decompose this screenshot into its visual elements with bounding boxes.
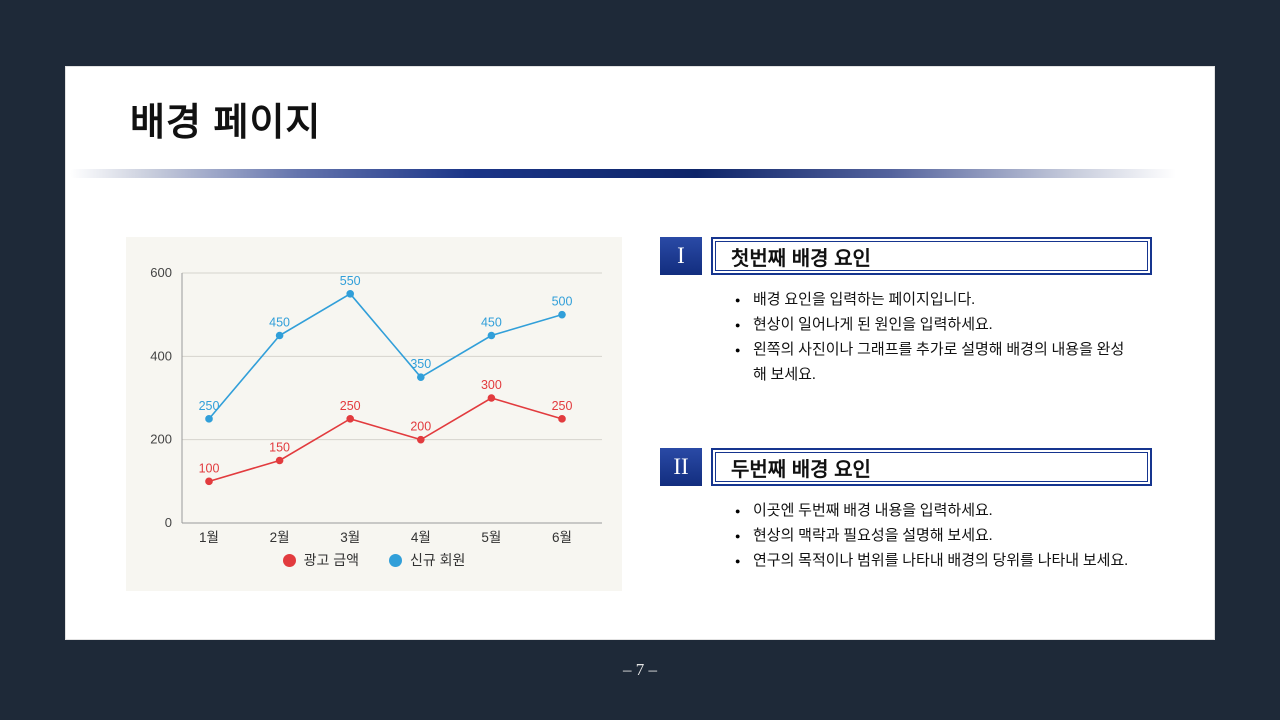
data-point-label: 250 [552,399,573,413]
data-point [558,310,566,319]
data-point-label: 500 [552,295,573,309]
data-point [205,415,213,423]
series-line [208,292,563,420]
legend-item: 신규 회원 [389,550,465,570]
section-2-title-box: 두번째 배경 요인 [711,448,1152,486]
slide-title: 배경 페이지 [130,102,322,144]
section-2-header: II 두번째 배경 요인 [660,448,1152,486]
line-chart-svg: 0 200 400 600 1월 2월 3월 4월 5월 6월 100 150 250 200 300 250… [150,265,602,545]
data-point-label: 150 [269,441,290,455]
section-2-title: 두번째 배경 요인 [731,458,871,481]
y-tick-label: 200 [150,432,172,447]
title-divider-bar [70,169,1210,178]
data-point-label: 250 [199,399,220,413]
content-column: I 첫번째 배경 요인 배경 요인을 입력하는 페이지입니다. 현상이 일어나게… [660,237,1152,574]
data-point-label: 200 [410,420,431,434]
data-point [558,415,566,423]
section-1-bullet-list: 배경 요인을 입력하는 페이지입니다. 현상이 일어나게 된 원인을 입력하세요… [735,288,1135,388]
y-tick-label: 600 [150,265,172,280]
section-1-numeral-badge: I [660,237,702,275]
data-point-label: 250 [340,399,361,413]
page-number: – 7 – [623,660,657,679]
legend-dot [389,553,402,567]
series-line [208,397,563,483]
x-tick-label: 4월 [411,530,431,545]
legend-dot [282,553,296,567]
data-point [487,394,496,402]
bullet-item: 이곳엔 두번째 배경 내용을 입력하세요. [735,499,1135,524]
x-tick-label: 5월 [481,530,501,545]
x-tick-label: 6월 [552,530,572,545]
data-point [417,373,425,381]
section-1-header: I 첫번째 배경 요인 [660,237,1152,275]
section-2-numeral-badge: II [660,448,702,486]
data-point [275,331,284,340]
bullet-item: 현상의 맥락과 필요성을 설명해 보세요. [735,524,1135,549]
data-point [346,290,354,298]
section-1-title-box: 첫번째 배경 요인 [711,237,1152,275]
x-tick-label: 3월 [340,530,360,545]
bullet-item: 현상이 일어나게 된 원인을 입력하세요. [735,313,1135,338]
bullet-item: 왼쪽의 사진이나 그래프를 추가로 설명해 배경의 내용을 완성해 보세요. [735,338,1135,388]
data-point [346,415,354,423]
bullet-item: 배경 요인을 입력하는 페이지입니다. [735,288,1135,313]
chart-panel: 0 200 400 600 1월 2월 3월 4월 5월 6월 100 150 250 200 300 250… [126,237,622,591]
data-point-label: 450 [481,316,502,330]
data-point [205,477,213,486]
chart-legend: 광고 금액 신규 회원 [268,550,481,570]
data-point-label: 450 [269,316,290,330]
bullet-item: 연구의 목적이나 범위를 나타내 배경의 당위를 나타내 보세요. [735,549,1135,574]
slide-card: 배경 페이지 0 200 400 600 1월 2월 3월 4월 5월 6월 100 150 250 20… [65,66,1215,640]
data-point-label: 550 [340,274,361,288]
legend-item: 광고 금액 [282,550,359,570]
data-point-label: 100 [199,461,220,475]
data-point [487,331,496,340]
section-1-title: 첫번째 배경 요인 [731,247,871,270]
data-point [275,456,284,465]
data-point [417,435,425,444]
x-tick-label: 1월 [199,530,219,545]
data-point-label: 350 [410,357,431,371]
y-tick-label: 400 [150,348,172,363]
y-tick-label: 0 [165,515,172,530]
data-point-label: 300 [481,378,502,392]
section-2-bullet-list: 이곳엔 두번째 배경 내용을 입력하세요. 현상의 맥락과 필요성을 설명해 보… [735,499,1135,574]
x-tick-label: 2월 [270,530,290,545]
